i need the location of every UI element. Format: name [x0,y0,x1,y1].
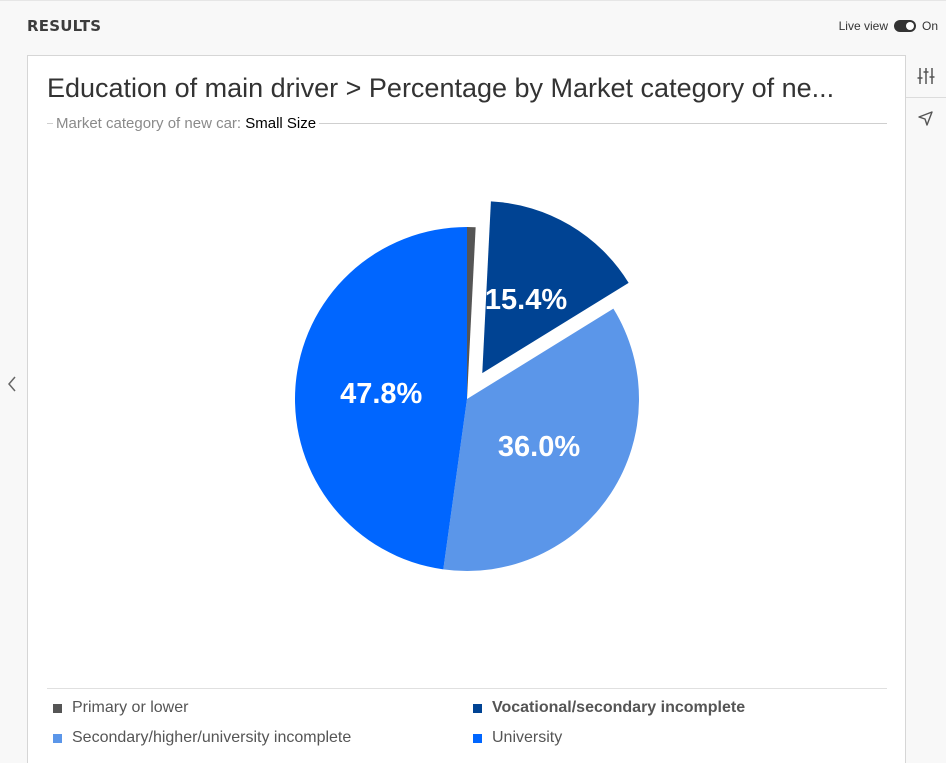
pie-slice[interactable] [467,227,476,399]
pie-slice[interactable] [482,201,629,374]
legend-label: Secondary/higher/university incomplete [72,729,352,746]
cursor-icon[interactable] [916,109,936,129]
legend-label: University [492,729,563,746]
chevron-left-icon[interactable] [4,374,20,394]
slice-data-label: 36.0% [498,431,580,463]
pie-slice[interactable] [294,227,467,570]
sliders-icon[interactable] [916,66,936,86]
slice-data-label: 15.4% [485,284,567,316]
legend-swatch [53,703,62,713]
legend-label: Vocational/secondary incomplete [492,699,746,716]
slice-data-label: 47.8% [340,378,422,410]
pie-chart: 15.4% 36.0% 47.8% [294,201,639,571]
legend-swatch [473,733,482,743]
legend-item[interactable]: Secondary/higher/university incomplete [53,729,351,747]
toggle-switch[interactable] [893,20,916,32]
live-view-label: Live view [838,19,888,33]
results-title: RESULTS [27,17,102,35]
side-divider [906,97,946,98]
filter-name: Market category of new car: [56,115,242,132]
legend-item[interactable]: Primary or lower [53,699,188,717]
legend-swatch [473,703,482,713]
chart-title: Education of main driver > Percentage by… [47,73,835,103]
live-view-toggle[interactable]: Live view On [839,19,938,33]
chart-card: Education of main driver > Percentage by… [27,55,906,763]
filter-label: Market category of new car: Small Size [53,115,320,132]
legend-item[interactable]: University [473,729,562,747]
filter-divider [47,123,887,124]
results-header: RESULTS Live view On [0,0,946,52]
legend-item[interactable]: Vocational/secondary incomplete [473,699,745,717]
legend-label: Primary or lower [72,699,189,716]
legend-divider [47,688,887,689]
side-toolbar [906,55,946,763]
legend-swatch [53,733,62,743]
filter-value: Small Size [245,115,317,132]
live-view-state: On [921,19,938,33]
pie-slice[interactable] [443,308,639,571]
